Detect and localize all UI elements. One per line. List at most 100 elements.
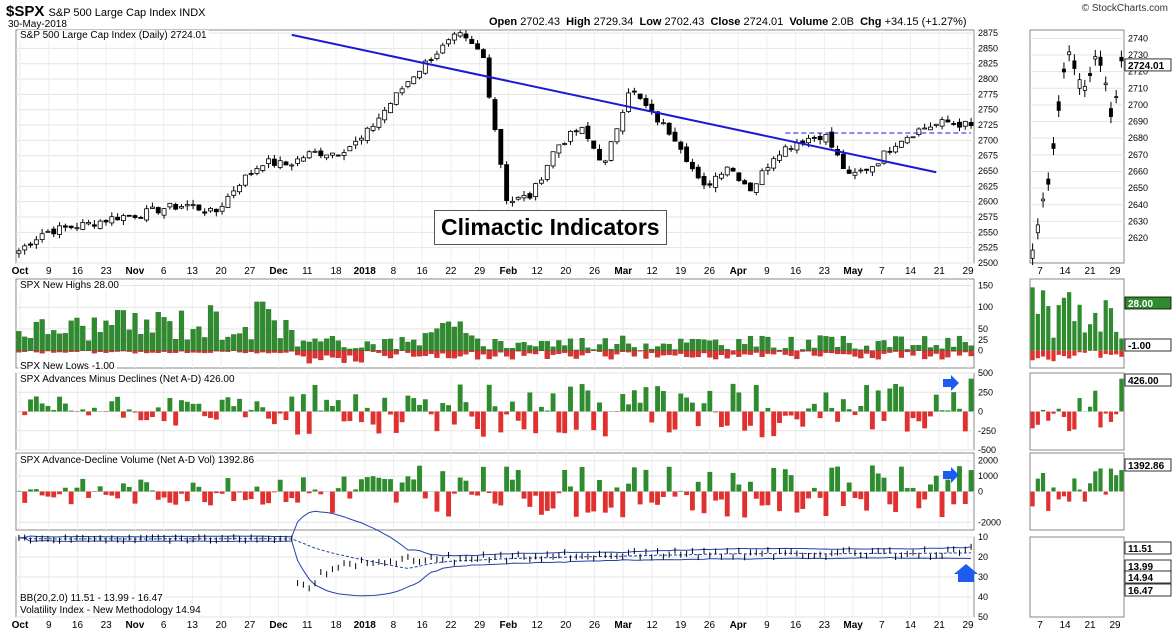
inset-adv-bar (1040, 472, 1046, 492)
hilo-y-tick: 50 (978, 324, 988, 334)
net-ad-volume-bar (968, 470, 974, 492)
net-ad-volume-bar (190, 482, 196, 492)
net-ad-volume-bar (655, 491, 661, 505)
net-ad-volume-bar (951, 491, 957, 505)
price-candle (173, 204, 179, 210)
price-candle (509, 200, 515, 203)
new-highs-bar (649, 348, 655, 351)
price-candle (213, 208, 219, 213)
x-axis-label-bottom: 2018 (354, 620, 377, 631)
inset-x-label: 7 (1037, 266, 1043, 277)
x-axis-label: Nov (125, 266, 144, 277)
price-candle (475, 43, 481, 50)
new-highs-bar (103, 320, 109, 351)
inset-hilo-bar (1087, 324, 1093, 351)
trendline (291, 33, 937, 174)
inset-hilo-bar (1103, 300, 1108, 351)
inset-ad-bar (1030, 411, 1035, 429)
price-candle (80, 221, 86, 230)
new-lows-bar (771, 350, 777, 355)
volume-value: 2.0B (831, 16, 854, 28)
price-candle (898, 140, 904, 148)
new-highs-bar (190, 329, 196, 351)
new-highs-bar (451, 326, 457, 351)
new-highs-bar (474, 338, 481, 351)
new-highs-bar (834, 347, 841, 351)
net-ad-volume-bar (51, 491, 57, 498)
new-lows-bar (631, 350, 637, 357)
net-ad-volume-bar (486, 491, 492, 494)
inset-ad-last-box (1124, 373, 1172, 387)
inset-ad-bar (1098, 411, 1103, 428)
new-lows-bar (428, 350, 434, 355)
new-highs-bar (22, 336, 28, 351)
net-ad-volume-bar (904, 488, 910, 492)
net-ad-volume-bar (45, 491, 51, 497)
net-ad-bar (562, 411, 568, 434)
new-highs-bar (695, 339, 701, 351)
net-ad-volume-bar (271, 491, 277, 493)
price-candle (33, 239, 39, 245)
price-candle (271, 158, 277, 166)
net-ad-volume-bar (469, 491, 475, 495)
price-candle (370, 125, 376, 131)
net-ad-volume-bar (893, 491, 899, 512)
net-ad-volume-bar (74, 487, 80, 492)
inset-candle (1077, 79, 1082, 89)
net-ad-bar (806, 408, 811, 412)
new-lows-bar (956, 350, 963, 356)
net-ad-volume-bar (422, 491, 428, 499)
new-lows-bar (33, 350, 39, 353)
new-highs-bar (829, 336, 835, 351)
net-ad-volume-bar (875, 473, 881, 492)
new-lows-bar (144, 350, 150, 354)
net-ad-bar (208, 411, 213, 418)
new-lows-bar (190, 350, 196, 353)
net-ad-bar (248, 409, 254, 412)
new-highs-bar (196, 326, 202, 351)
new-lows-bar (550, 350, 556, 355)
price-candle (492, 99, 498, 131)
new-lows-bar (207, 350, 214, 353)
net-ad-volume-bar (788, 475, 794, 492)
net-ad-bar (144, 411, 150, 421)
new-highs-bar (393, 349, 399, 351)
new-lows-bar (289, 350, 295, 352)
inset-hilo-bar (1030, 287, 1035, 351)
new-lows-bar (474, 350, 481, 360)
net-ad-bar (318, 410, 324, 412)
new-lows-bar (16, 350, 22, 353)
price-y-tick: 2825 (978, 59, 998, 69)
price-candle (602, 160, 608, 163)
net-ad-bar (271, 411, 277, 425)
x-axis-label: 21 (934, 266, 946, 277)
net-ad-volume-bar (602, 491, 608, 513)
new-lows-bar (811, 350, 817, 356)
net-ad-volume-bar (864, 491, 870, 511)
price-candle (544, 164, 550, 180)
new-highs-bar (863, 345, 870, 351)
new-highs-bar (904, 349, 910, 351)
climactic-indicators-annotation: Climactic Indicators (434, 210, 667, 245)
inset-lows-bar (1035, 350, 1040, 359)
new-highs-bar (358, 347, 365, 351)
net-ad-volume-bar (869, 465, 875, 492)
net-ad-volume-bar (388, 479, 393, 492)
price-candle (277, 160, 283, 168)
new-highs-bar (283, 319, 289, 351)
new-lows-bar (324, 350, 330, 356)
new-lows-bar (74, 350, 80, 352)
net-ad-bar (660, 391, 666, 412)
price-candle (655, 111, 661, 123)
new-lows-bar (724, 350, 730, 359)
new-highs-bar (144, 319, 150, 351)
net-ad-bar (179, 400, 184, 412)
price-candle (626, 92, 631, 112)
net-ad-volume-bar (289, 491, 295, 499)
x-axis-label: 12 (532, 266, 544, 277)
new-highs-bar (654, 346, 661, 351)
net-ad-volume-bar (335, 488, 341, 492)
price-y-tick: 2500 (978, 258, 998, 268)
price-candle (579, 126, 585, 135)
new-highs-bar (765, 336, 771, 351)
